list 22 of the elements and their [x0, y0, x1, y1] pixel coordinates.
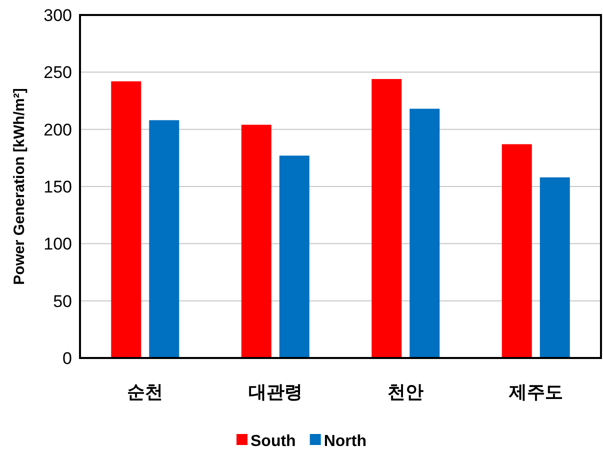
y-tick-label: 0 — [62, 349, 72, 368]
y-tick-label: 150 — [44, 178, 72, 196]
bar — [149, 120, 180, 358]
bar — [502, 144, 532, 358]
x-tick-label: 천안 — [388, 382, 424, 402]
y-tick-label: 100 — [44, 234, 72, 254]
legend-label: South — [250, 433, 296, 450]
y-tick-label: 200 — [44, 120, 72, 140]
x-tick-label: 제주도 — [508, 382, 563, 402]
bar — [111, 81, 142, 358]
y-tick-label: 250 — [44, 63, 72, 82]
bar — [241, 124, 272, 358]
legend-label: North — [324, 433, 366, 450]
y-tick-label: 300 — [44, 6, 72, 25]
bar — [279, 156, 310, 358]
x-tick-label: 순천 — [127, 382, 164, 402]
bar — [372, 79, 402, 358]
bar — [410, 108, 440, 358]
y-axis-title: Power Generation [kWh/m²] — [11, 88, 28, 285]
bar — [540, 177, 570, 358]
x-tick-label: 대관령 — [248, 382, 302, 402]
y-tick-label: 50 — [53, 292, 72, 311]
